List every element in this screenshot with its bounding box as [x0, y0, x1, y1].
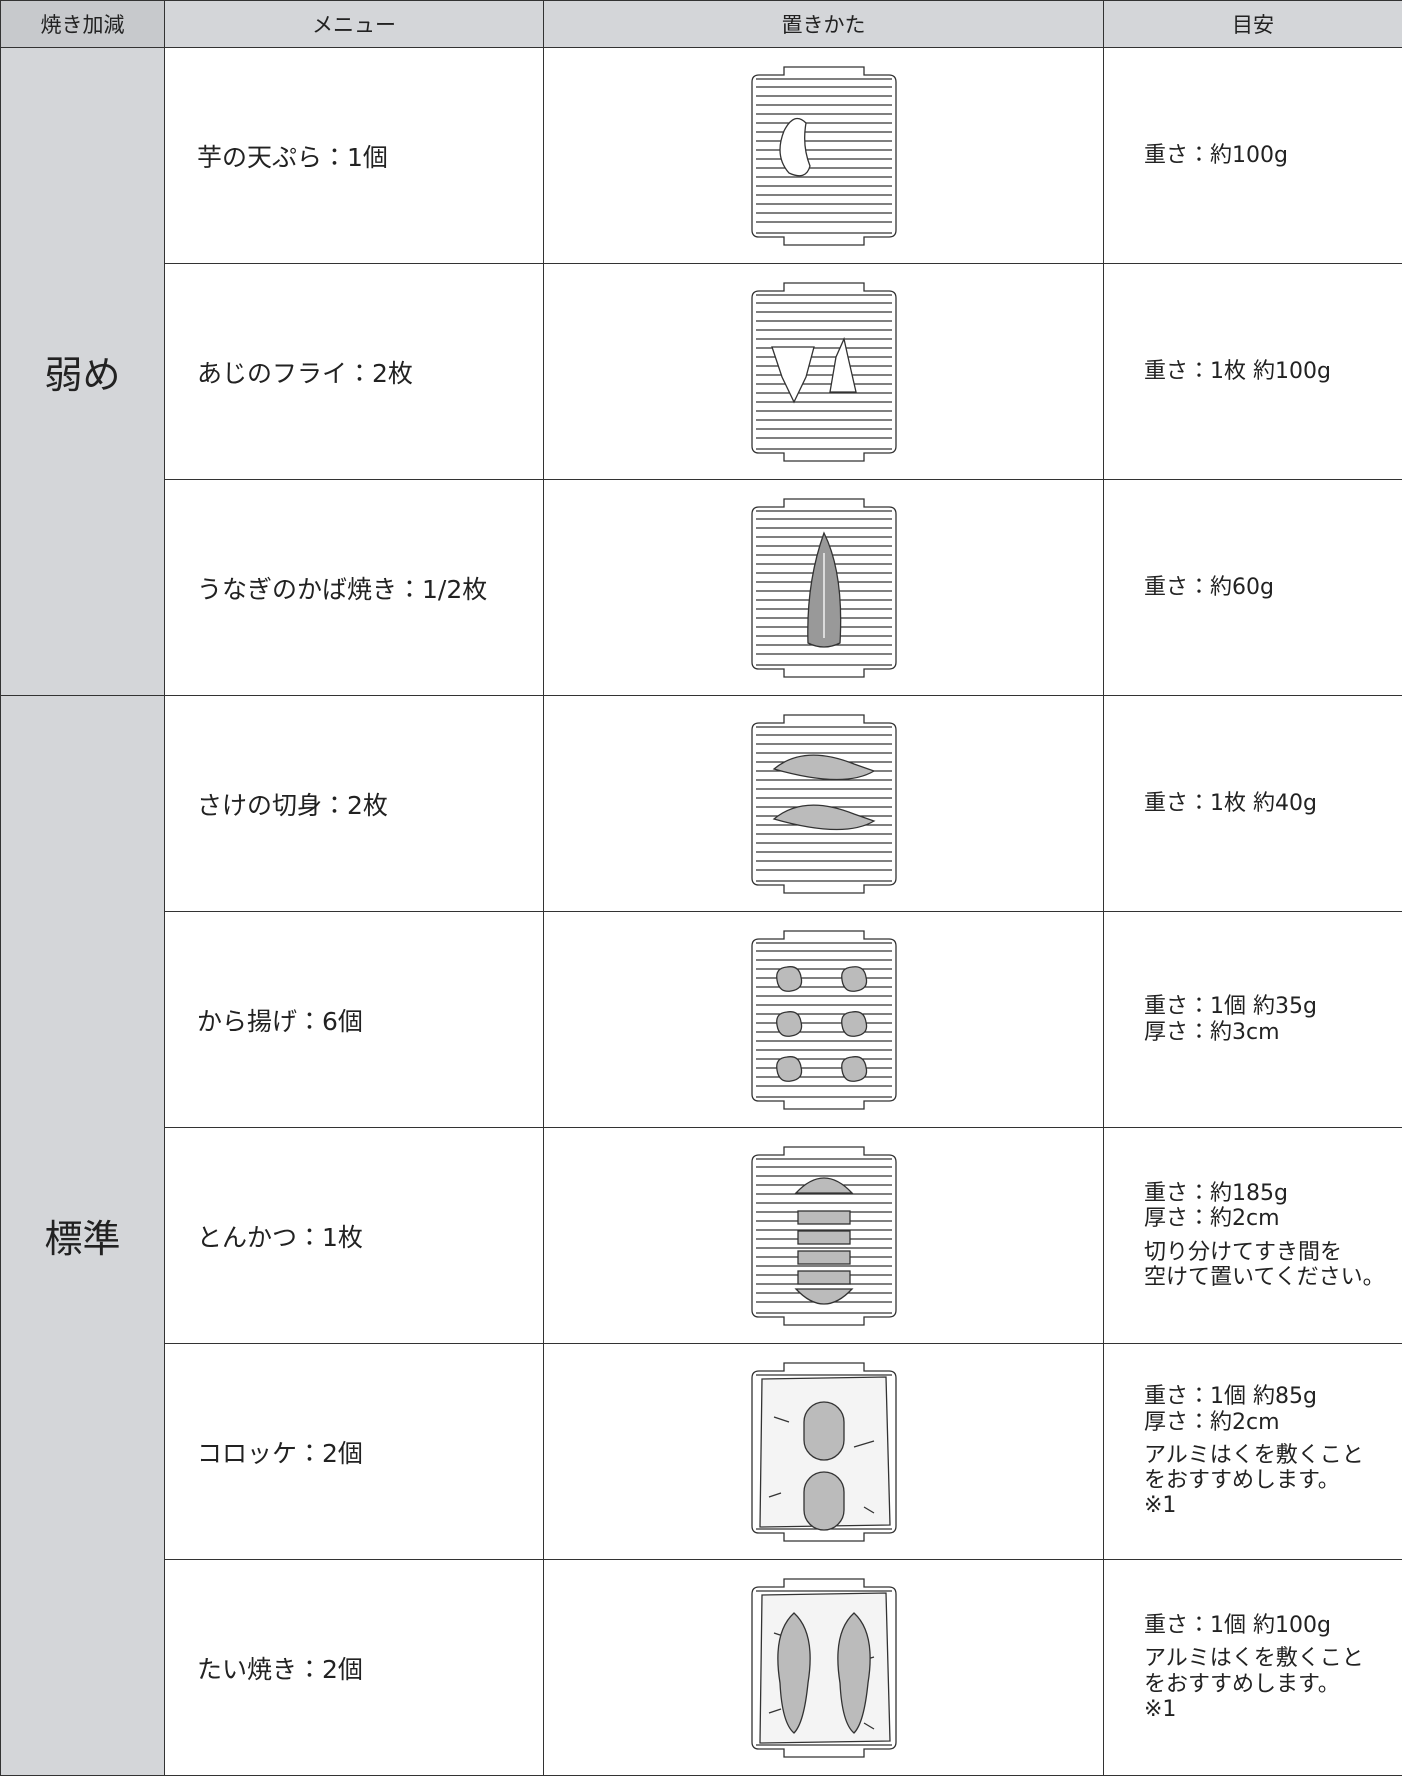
- guide-block: 重さ：1枚 約100g: [1144, 359, 1402, 384]
- tray-illustration: [744, 1357, 904, 1547]
- header-cell: メニュー: [165, 1, 544, 48]
- note-block: 切り分けてすき間を空けて置いてください。: [1144, 1240, 1402, 1291]
- header-row: 焼き加減メニュー置きかた目安: [1, 1, 1402, 48]
- tray-illustration: [744, 925, 904, 1115]
- placement-cell: [544, 1128, 1104, 1344]
- guide-cell: 重さ：約100g: [1104, 48, 1402, 264]
- menu-cell: コロッケ：2個: [165, 1344, 544, 1560]
- guide-line: 重さ：約100g: [1144, 143, 1402, 168]
- table-body: 弱め芋の天ぷら：1個 重さ：約100g あじのフライ：2枚 重さ：1枚 約100g うな…: [1, 48, 1402, 1776]
- table-row: うなぎのかば焼き：1/2枚 重さ：約60g: [1, 480, 1402, 696]
- guide-line: 重さ：1個 約35g: [1144, 994, 1402, 1019]
- table-row: 弱め芋の天ぷら：1個重さ：約100g: [1, 48, 1402, 264]
- placement-cell: [544, 480, 1104, 696]
- note-line: ※1: [1144, 1493, 1402, 1518]
- level-cell: 弱め: [1, 48, 165, 696]
- placement-cell: [544, 696, 1104, 912]
- menu-cell: さけの切身：2枚: [165, 696, 544, 912]
- menu-cell: たい焼き：2個: [165, 1560, 544, 1776]
- header-cell: 目安: [1104, 1, 1402, 48]
- tray-illustration: [744, 277, 904, 467]
- menu-cell: あじのフライ：2枚: [165, 264, 544, 480]
- placement-cell: [544, 264, 1104, 480]
- menu-cell: から揚げ：6個: [165, 912, 544, 1128]
- guide-cell: 重さ：1枚 約100g: [1104, 264, 1402, 480]
- table-row: たい焼き：2個 重さ：1個 約100g アルミはくを敷くことをおすすめします。※1: [1, 1560, 1402, 1776]
- guide-block: 重さ：約60g: [1144, 575, 1402, 600]
- tray-illustration: [744, 1573, 904, 1763]
- guide-block: 重さ：約100g: [1144, 143, 1402, 168]
- placement-cell: [544, 912, 1104, 1128]
- guide-cell: 重さ：約60g: [1104, 480, 1402, 696]
- table-row: あじのフライ：2枚 重さ：1枚 約100g: [1, 264, 1402, 480]
- guide-line: 重さ：1個 約85g: [1144, 1384, 1402, 1409]
- placement-cell: [544, 1344, 1104, 1560]
- table-header: 焼き加減メニュー置きかた目安: [1, 1, 1402, 48]
- guide-cell: 重さ：1枚 約40g: [1104, 696, 1402, 912]
- note-line: アルミはくを敷くこと: [1144, 1443, 1402, 1468]
- tray-illustration: [744, 493, 904, 683]
- guide-line: 重さ：約185g: [1144, 1181, 1402, 1206]
- note-line: 切り分けてすき間を: [1144, 1240, 1402, 1265]
- header-cell: 焼き加減: [1, 1, 165, 48]
- guide-line: 厚さ：約2cm: [1144, 1410, 1402, 1435]
- guide-line: 厚さ：約2cm: [1144, 1206, 1402, 1231]
- placement-cell: [544, 1560, 1104, 1776]
- menu-cell: 芋の天ぷら：1個: [165, 48, 544, 264]
- note-block: アルミはくを敷くことをおすすめします。※1: [1144, 1646, 1402, 1722]
- menu-cell: とんかつ：1枚: [165, 1128, 544, 1344]
- note-line: ※1: [1144, 1697, 1402, 1722]
- placement-cell: [544, 48, 1104, 264]
- level-cell: 標準: [1, 696, 165, 1776]
- guide-line: 重さ：1枚 約40g: [1144, 791, 1402, 816]
- note-line: をおすすめします。: [1144, 1672, 1402, 1697]
- note-line: アルミはくを敷くこと: [1144, 1646, 1402, 1671]
- tray-illustration: [744, 61, 904, 251]
- menu-cell: うなぎのかば焼き：1/2枚: [165, 480, 544, 696]
- guide-cell: 重さ：1個 約100g アルミはくを敷くことをおすすめします。※1: [1104, 1560, 1402, 1776]
- note-line: 空けて置いてください。: [1144, 1265, 1402, 1290]
- guide-line: 重さ：1枚 約100g: [1144, 359, 1402, 384]
- table-row: 標準さけの切身：2枚重さ：1枚 約40g: [1, 696, 1402, 912]
- guide-line: 重さ：1個 約100g: [1144, 1613, 1402, 1638]
- guide-block: 重さ：1枚 約40g: [1144, 791, 1402, 816]
- header-cell: 置きかた: [544, 1, 1104, 48]
- note-block: アルミはくを敷くことをおすすめします。※1: [1144, 1443, 1402, 1519]
- guide-block: 重さ：1個 約100g: [1144, 1613, 1402, 1638]
- tray-illustration: [744, 709, 904, 899]
- guide-line: 重さ：約60g: [1144, 575, 1402, 600]
- note-line: をおすすめします。: [1144, 1468, 1402, 1493]
- tray-illustration: [744, 1141, 904, 1331]
- guide-line: 厚さ：約3cm: [1144, 1020, 1402, 1045]
